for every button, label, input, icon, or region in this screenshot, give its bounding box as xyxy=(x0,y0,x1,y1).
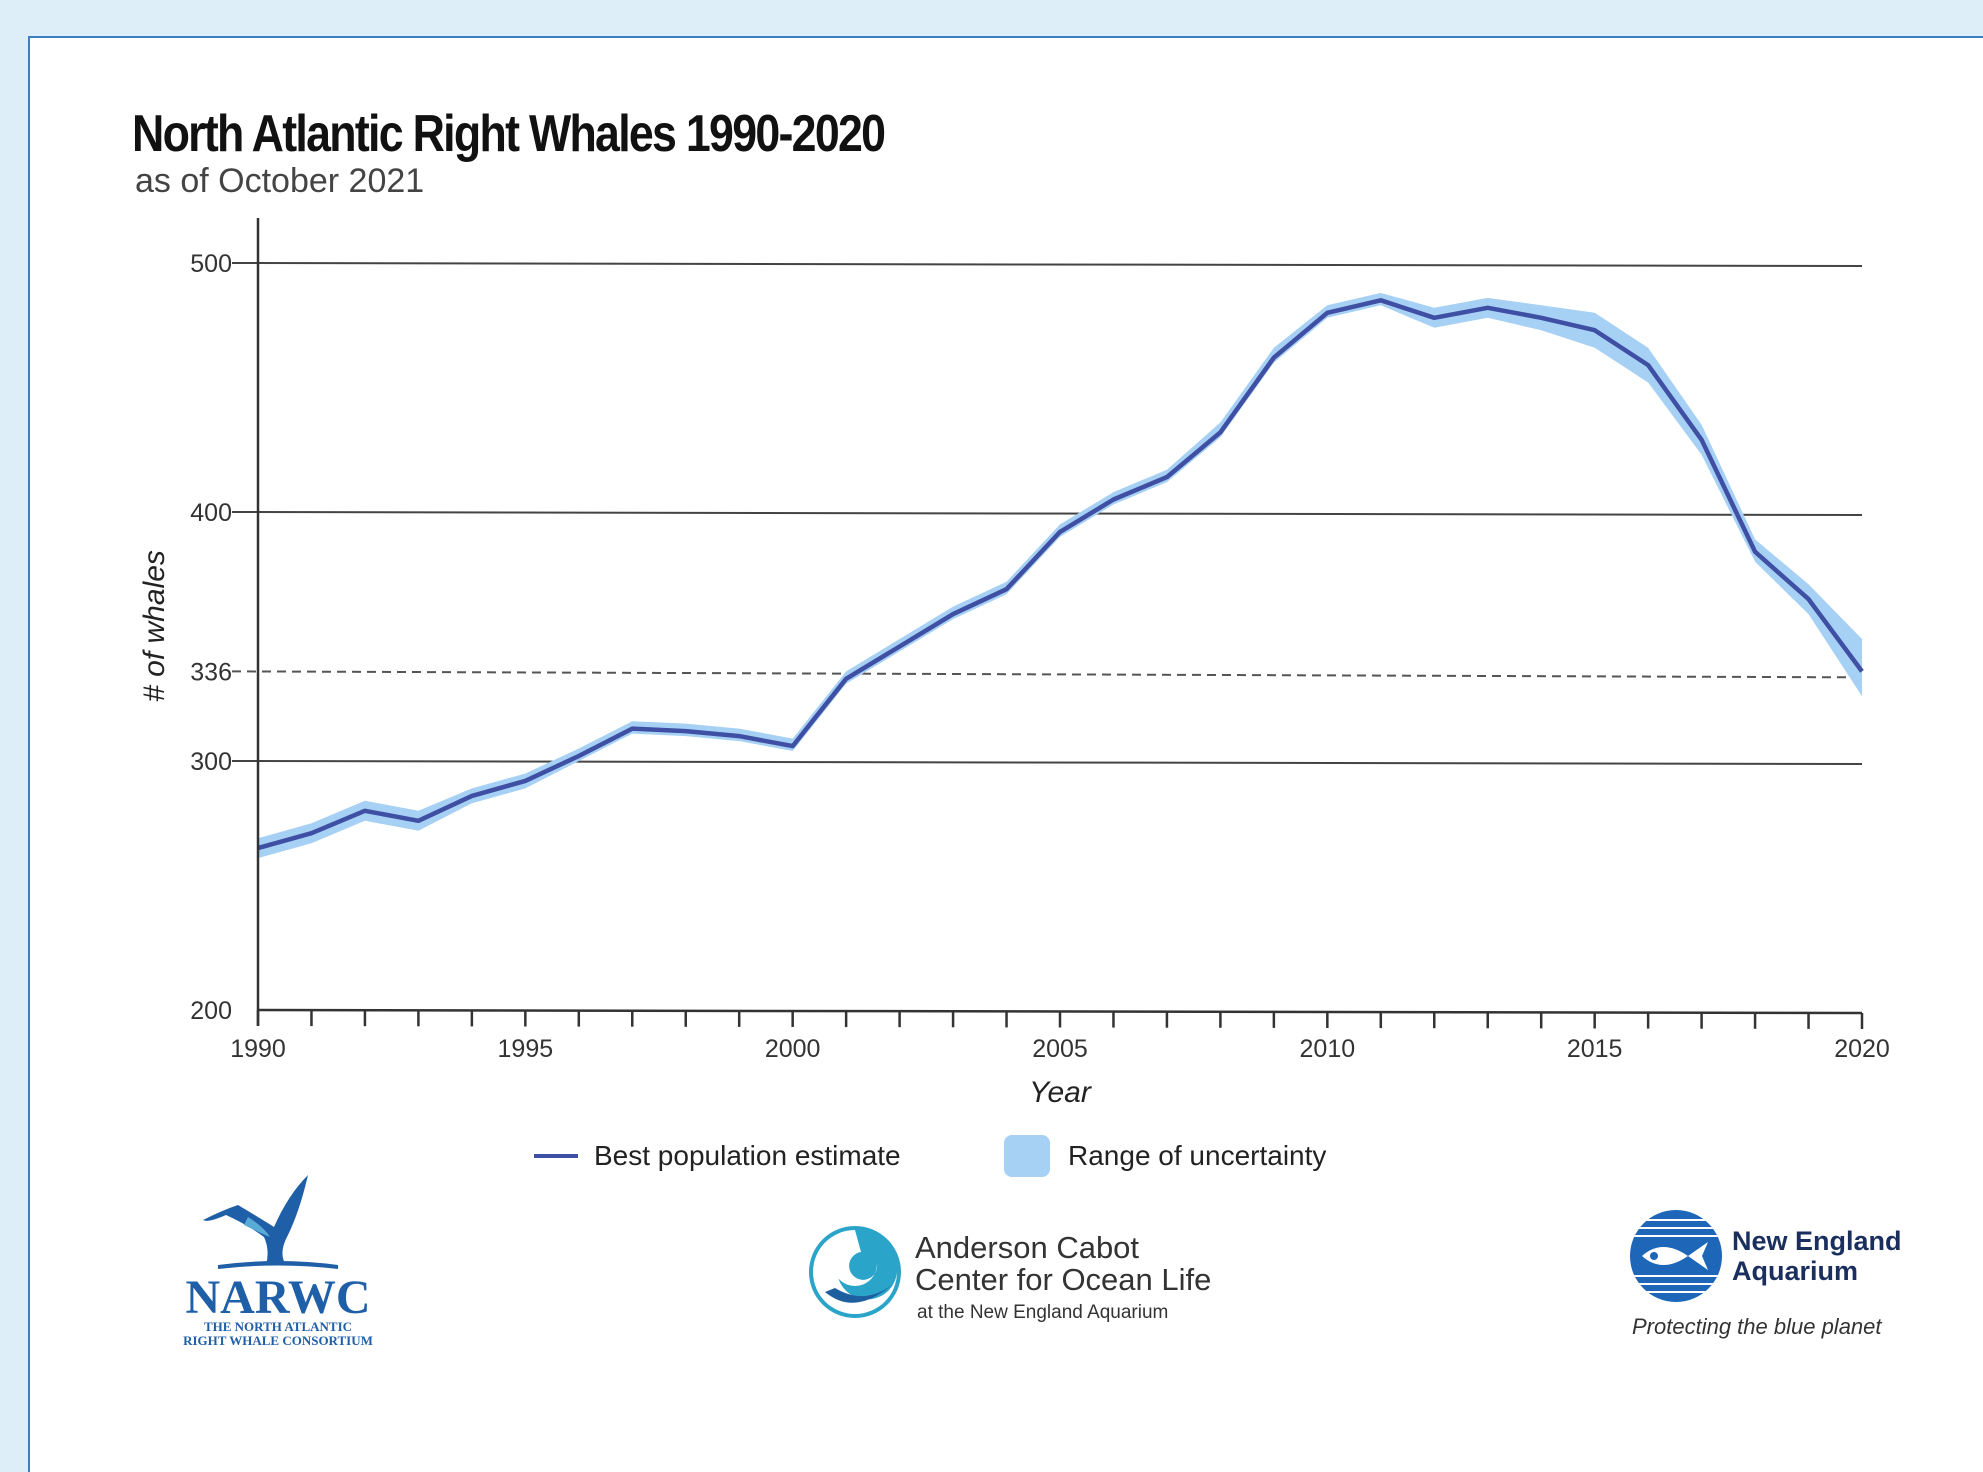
x-tick-label-2020: 2020 xyxy=(1834,1035,1890,1063)
acol-logo-line3: at the New England Aquarium xyxy=(917,1302,1169,1323)
acol-logo: Anderson Cabot Center for Ocean Life at … xyxy=(805,1222,1265,1332)
acol-logo-line2: Center for Ocean Life xyxy=(915,1262,1212,1297)
reference-line xyxy=(231,670,1863,679)
narwc-logo: NARWC THE NORTH ATLANTIC RIGHT WHALE CON… xyxy=(178,1165,378,1348)
y-tick-label-200: 200 xyxy=(190,997,232,1025)
x-axis-label: Year xyxy=(1029,1076,1092,1109)
best-estimate-line xyxy=(257,298,1864,851)
nea-logo-tagline: Protecting the blue planet xyxy=(1632,1314,1882,1339)
legend-band-swatch xyxy=(1004,1135,1050,1177)
uncertainty-band xyxy=(258,292,1862,859)
fish-globe-icon xyxy=(1630,1210,1722,1302)
y-gridline-300 xyxy=(231,760,1863,765)
legend-label-best-estimate: Best population estimate xyxy=(594,1140,901,1171)
x-tick-label-1990: 1990 xyxy=(230,1035,286,1063)
nea-logo: New England Aquarium Protecting the blue… xyxy=(1628,1208,1902,1348)
narwc-logo-line1: THE NORTH ATLANTIC xyxy=(203,1319,353,1334)
legend-line-swatch xyxy=(534,1154,578,1158)
x-tick-label-2005: 2005 xyxy=(1032,1035,1088,1063)
acol-logo-line1: Anderson Cabot xyxy=(915,1230,1140,1265)
y-gridline-400 xyxy=(231,511,1863,516)
y-axis-label: # of whales xyxy=(138,550,171,702)
chart-subtitle: as of October 2021 xyxy=(135,162,425,200)
y-tick-label-500: 500 xyxy=(190,250,232,278)
x-tick-label-2000: 2000 xyxy=(765,1035,821,1063)
legend-item-uncertainty: Range of uncertainty xyxy=(1004,1135,1327,1177)
narwc-logo-name: NARWC xyxy=(185,1271,371,1324)
legend-item-best-estimate: Best population estimate xyxy=(534,1136,901,1176)
legend-label-uncertainty: Range of uncertainty xyxy=(1068,1140,1327,1171)
narwc-logo-line2: RIGHT WHALE CONSORTIUM xyxy=(183,1333,373,1348)
y-tick-label-300: 300 xyxy=(190,748,232,776)
x-tick-label-2015: 2015 xyxy=(1567,1035,1623,1063)
whale-tail-icon xyxy=(203,1175,338,1269)
x-tick-label-1995: 1995 xyxy=(498,1035,554,1063)
y-gridline-500 xyxy=(231,262,1863,267)
reference-line-label: 336 xyxy=(190,658,232,686)
wave-icon xyxy=(809,1226,901,1318)
nea-logo-line2: Aquarium xyxy=(1732,1256,1859,1286)
nea-logo-line1: New England xyxy=(1732,1226,1902,1256)
y-tick-label-400: 400 xyxy=(190,499,232,527)
chart-title: North Atlantic Right Whales 1990-2020 xyxy=(132,105,886,163)
x-tick-label-2010: 2010 xyxy=(1300,1035,1356,1063)
